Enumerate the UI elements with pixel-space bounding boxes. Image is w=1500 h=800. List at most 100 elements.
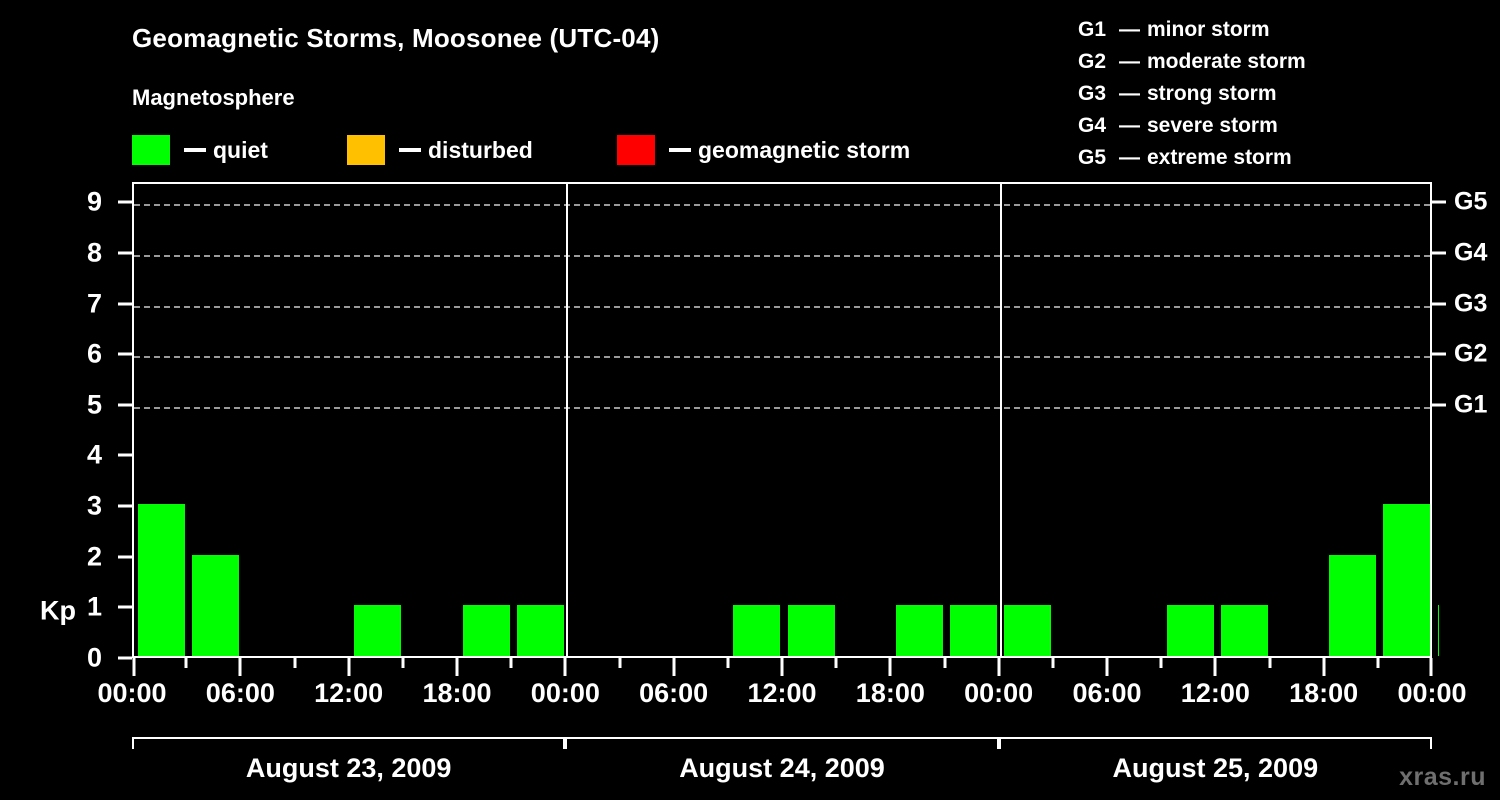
gscale-description: severe storm: [1147, 114, 1278, 137]
time-minor-tick-mark: [1268, 658, 1271, 668]
kp-bar: [191, 554, 239, 656]
time-axis: 00:00 06:00 12:00 18:00 00:00 06:00 12:00 18:00…: [97, 658, 1467, 718]
gscale-code: G1: [1078, 18, 1107, 41]
kp-bar: [516, 605, 564, 656]
legend-label: disturbed: [428, 136, 533, 163]
gridline-kp-7: [134, 305, 1430, 308]
time-minor-tick-mark: [834, 658, 838, 668]
gscale-tick-label-g5: G5: [1454, 187, 1488, 216]
y-axis-title: Kp: [40, 595, 76, 626]
gscale-axis: G1 G2 G3 G4 G5: [1432, 182, 1500, 658]
gscale-dash-icon: —: [1119, 50, 1140, 73]
gscale-legend-row-g5: G5 — extreme storm: [1078, 142, 1306, 174]
gscale-tick-mark-g3: [1432, 302, 1446, 306]
kp-bar: [1004, 605, 1052, 656]
gridline-kp-6: [134, 356, 1430, 359]
time-minor-tick-mark: [1051, 658, 1055, 668]
time-tick-mark: [1213, 658, 1217, 676]
gscale-tick-label-g1: G1: [1454, 390, 1488, 419]
kp-tick-label-8: 8: [86, 237, 102, 268]
gscale-dash-icon: —: [1119, 114, 1140, 137]
time-tick-label: 12:00: [747, 678, 817, 708]
time-tick-label: 12:00: [314, 678, 384, 708]
kp-tick-mark-8: [118, 251, 132, 255]
gscale-tick-mark-g5: [1432, 200, 1446, 204]
time-minor-tick-mark: [401, 658, 405, 668]
time-minor-tick-mark: [509, 658, 513, 668]
gscale-tick-label-g2: G2: [1454, 339, 1488, 368]
date-label: August 25, 2009: [1112, 753, 1319, 783]
gscale-code: G3: [1078, 82, 1107, 105]
date-label: August 24, 2009: [679, 753, 885, 783]
legend-dash-icon: [669, 148, 691, 152]
kp-tick-label-2: 2: [86, 541, 102, 572]
gscale-dash-icon: —: [1119, 82, 1140, 105]
gscale-code: G2: [1078, 50, 1107, 73]
gscale-tick-mark-g1: [1432, 403, 1446, 407]
day-separators: [134, 184, 1430, 656]
time-tick-label: 00:00: [97, 678, 167, 708]
legend-entry-geomagnetic: geomagnetic storm: [617, 135, 910, 165]
gscale-tick-mark-g4: [1432, 251, 1446, 255]
time-tick-mark: [1322, 658, 1326, 676]
kp-tick-label-6: 6: [86, 338, 102, 369]
gscale-code: G5: [1078, 146, 1107, 169]
gridlines: [134, 184, 1430, 656]
date-bracket: [132, 737, 566, 749]
kp-bar: [950, 605, 998, 656]
kp-tick-label-0: 0: [86, 642, 102, 673]
time-tick-label: 12:00: [1180, 678, 1250, 708]
time-tick-mark: [997, 658, 1001, 676]
watermark: xras.ru: [1399, 763, 1486, 791]
time-tick-label: 06:00: [639, 678, 709, 708]
gscale-description: moderate storm: [1147, 50, 1306, 73]
kp-tick-mark-3: [118, 504, 132, 508]
time-tick-mark: [1105, 658, 1109, 676]
disturbed-swatch: [347, 135, 385, 165]
day-separator: [999, 184, 1002, 656]
time-tick-label: 00:00: [1397, 678, 1467, 708]
kp-tick-label-4: 4: [86, 439, 102, 470]
gscale-tick-label-g3: G3: [1454, 289, 1488, 318]
kp-tick-label-9: 9: [86, 186, 102, 217]
gscale-dash-icon: —: [1119, 146, 1140, 169]
date-bracket: [565, 737, 999, 749]
time-tick-label: 18:00: [855, 678, 925, 708]
kp-bar: [1437, 605, 1439, 656]
time-tick-mark: [132, 658, 135, 676]
time-minor-tick-mark: [726, 658, 730, 668]
day-separator: [566, 184, 569, 656]
time-minor-tick-mark: [293, 658, 296, 668]
kp-tick-mark-9: [118, 200, 132, 204]
gscale-legend: G1 — minor storm G2 — moderate storm G3 — strong…: [1078, 14, 1306, 174]
legend-label: quiet: [213, 136, 268, 163]
legend-entry-disturbed: disturbed: [347, 135, 533, 165]
gscale-description: extreme storm: [1147, 146, 1292, 169]
storm-swatch: [617, 135, 655, 165]
time-tick-mark: [780, 658, 784, 676]
kp-bar: [137, 504, 185, 656]
kp-tick-label-3: 3: [86, 490, 102, 521]
legend-dash-icon: [184, 148, 206, 152]
kp-bar: [354, 605, 402, 656]
time-tick-mark: [1429, 658, 1432, 676]
gscale-legend-row-g4: G4 — severe storm: [1078, 110, 1306, 142]
time-tick-mark: [672, 658, 676, 676]
kp-bar: [895, 605, 943, 656]
time-tick-label: 06:00: [1072, 678, 1142, 708]
kp-tick-mark-5: [118, 403, 132, 407]
time-tick-mark: [238, 658, 242, 676]
quiet-swatch: [132, 135, 170, 165]
kp-tick-label-7: 7: [86, 288, 102, 319]
kp-bar: [733, 605, 781, 656]
kp-axis: Kp 0 1 2 3 4 5 6 7 8 9: [0, 182, 132, 671]
kp-tick-label-5: 5: [86, 389, 102, 420]
date-bracket: [998, 737, 1432, 749]
plot-area: [132, 182, 1439, 658]
gscale-description: strong storm: [1147, 82, 1277, 105]
time-tick-label: 00:00: [964, 678, 1034, 708]
gridline-kp-9: [134, 204, 1430, 207]
time-tick-mark: [455, 658, 459, 676]
kp-bar: [462, 605, 510, 656]
page-title: Geomagnetic Storms, Moosonee (UTC-04): [132, 23, 660, 53]
